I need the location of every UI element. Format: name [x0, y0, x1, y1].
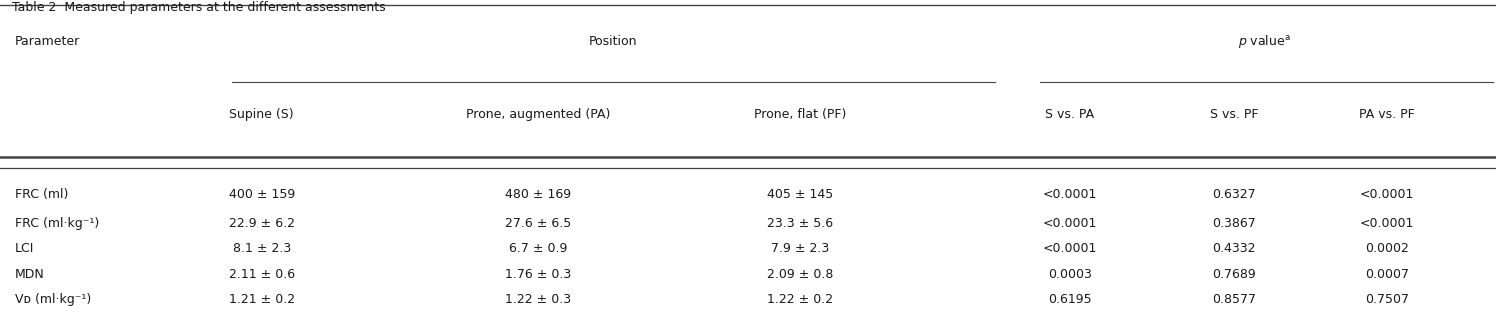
Text: 2.09 ± 0.8: 2.09 ± 0.8 — [767, 268, 833, 281]
Text: S vs. PF: S vs. PF — [1210, 107, 1258, 121]
Text: 7.9 ± 2.3: 7.9 ± 2.3 — [772, 242, 829, 256]
Text: 0.6327: 0.6327 — [1212, 188, 1257, 202]
Text: 27.6 ± 6.5: 27.6 ± 6.5 — [506, 217, 571, 230]
Text: <0.0001: <0.0001 — [1360, 217, 1414, 230]
Text: <0.0001: <0.0001 — [1360, 188, 1414, 202]
Text: FRC (ml·kg⁻¹): FRC (ml·kg⁻¹) — [15, 217, 99, 230]
Text: 0.8577: 0.8577 — [1212, 293, 1257, 306]
Text: 0.0002: 0.0002 — [1364, 242, 1409, 256]
Text: $p$ value$^{\mathrm{a}}$: $p$ value$^{\mathrm{a}}$ — [1237, 33, 1291, 50]
Text: 480 ± 169: 480 ± 169 — [506, 188, 571, 202]
Text: 2.11 ± 0.6: 2.11 ± 0.6 — [229, 268, 295, 281]
Text: Table 2  Measured parameters at the different assessments: Table 2 Measured parameters at the diffe… — [12, 1, 386, 14]
Text: 1.21 ± 0.2: 1.21 ± 0.2 — [229, 293, 295, 306]
Text: 0.3867: 0.3867 — [1212, 217, 1257, 230]
Text: 0.7689: 0.7689 — [1212, 268, 1257, 281]
Text: 1.22 ± 0.2: 1.22 ± 0.2 — [767, 293, 833, 306]
Text: Prone, augmented (PA): Prone, augmented (PA) — [467, 107, 610, 121]
Text: 400 ± 159: 400 ± 159 — [229, 188, 295, 202]
Text: 0.0003: 0.0003 — [1047, 268, 1092, 281]
Text: Supine (S): Supine (S) — [229, 107, 295, 121]
Text: Parameter: Parameter — [15, 35, 81, 48]
Text: Prone, flat (PF): Prone, flat (PF) — [754, 107, 847, 121]
Text: 0.6195: 0.6195 — [1047, 293, 1092, 306]
Text: <0.0001: <0.0001 — [1043, 217, 1097, 230]
Text: 22.9 ± 6.2: 22.9 ± 6.2 — [229, 217, 295, 230]
Text: FRC (ml): FRC (ml) — [15, 188, 69, 202]
Text: 0.0007: 0.0007 — [1364, 268, 1409, 281]
Text: 405 ± 145: 405 ± 145 — [767, 188, 833, 202]
Text: 6.7 ± 0.9: 6.7 ± 0.9 — [509, 242, 568, 256]
Text: <0.0001: <0.0001 — [1043, 188, 1097, 202]
Text: LCI: LCI — [15, 242, 34, 256]
Text: S vs. PA: S vs. PA — [1046, 107, 1094, 121]
Text: <0.0001: <0.0001 — [1043, 242, 1097, 256]
Text: 1.22 ± 0.3: 1.22 ± 0.3 — [506, 293, 571, 306]
Text: 23.3 ± 5.6: 23.3 ± 5.6 — [767, 217, 833, 230]
Text: 8.1 ± 2.3: 8.1 ± 2.3 — [233, 242, 290, 256]
Text: PA vs. PF: PA vs. PF — [1358, 107, 1415, 121]
Text: Position: Position — [589, 35, 637, 48]
Text: 0.4332: 0.4332 — [1212, 242, 1257, 256]
Text: 1.76 ± 0.3: 1.76 ± 0.3 — [506, 268, 571, 281]
Text: MDN: MDN — [15, 268, 45, 281]
Text: 0.7507: 0.7507 — [1364, 293, 1409, 306]
Text: Vᴅ (ml·kg⁻¹): Vᴅ (ml·kg⁻¹) — [15, 293, 91, 306]
